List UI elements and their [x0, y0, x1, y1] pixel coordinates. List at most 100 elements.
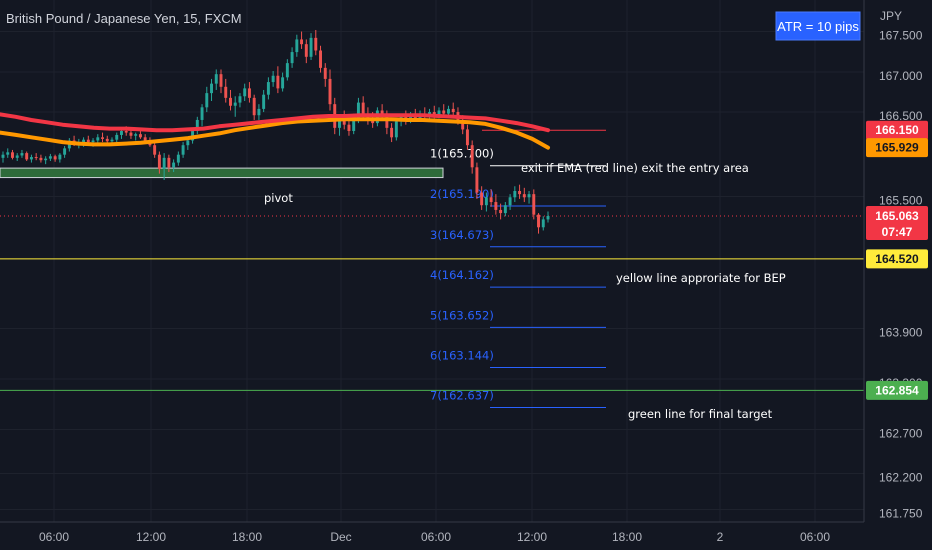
candle-body	[1, 154, 5, 158]
candle-body	[281, 77, 285, 89]
candle-body	[266, 82, 270, 95]
candle-body	[309, 37, 313, 57]
candle-body	[409, 115, 413, 120]
candle-body	[162, 157, 166, 169]
candle-body	[101, 137, 104, 139]
price-tag-label: 164.520	[875, 252, 919, 266]
candle-body	[195, 119, 199, 132]
ema-slow-line[interactable]	[0, 112, 550, 133]
candle-body	[224, 86, 228, 98]
candle-body	[295, 39, 299, 53]
grid	[0, 0, 864, 522]
candle-body	[503, 205, 507, 214]
candle-body	[25, 153, 29, 160]
annotation-text: green line for final target	[628, 407, 773, 421]
horizontal-lines	[0, 129, 864, 391]
candle-body	[342, 119, 346, 125]
target-level-label: 2(165.190)	[430, 187, 494, 201]
candle-body	[105, 138, 109, 142]
candle-body	[124, 131, 128, 133]
candle-body	[465, 129, 469, 146]
price-tag	[866, 380, 928, 400]
price-tag-label: 162.854	[875, 383, 919, 397]
candle-body	[214, 74, 218, 84]
candle-body	[15, 155, 19, 158]
x-tick-label: 18:00	[232, 530, 262, 544]
candle-body	[48, 156, 52, 159]
target-level-label: 5(163.652)	[430, 308, 494, 322]
chart-title: British Pound / Japanese Yen, 15, FXCM	[6, 11, 242, 26]
countdown-label: 07:47	[882, 225, 913, 239]
atr-badge[interactable]	[775, 11, 861, 41]
candles	[1, 29, 550, 234]
candle-body	[186, 140, 190, 146]
candle-body	[167, 157, 171, 168]
candle-body	[11, 152, 14, 158]
candle-body	[229, 97, 232, 106]
candle-body	[271, 75, 275, 83]
candle-body	[518, 190, 522, 195]
candle-body	[352, 118, 356, 132]
candle-body	[219, 74, 223, 87]
candle-body	[475, 167, 479, 193]
y-tick-label: 167.000	[879, 69, 923, 83]
ema-lines	[0, 112, 550, 150]
candle-body	[541, 219, 545, 228]
y-tick-label: 162.200	[879, 471, 923, 485]
pivot-label: pivot	[264, 191, 293, 205]
candle-body	[63, 148, 67, 155]
price-tags: 166.150 165.929 165.063 07:47 164.520 162.854	[866, 120, 928, 400]
price-tag-label: 166.150	[875, 123, 919, 137]
candle-body	[129, 132, 133, 136]
candle-body	[153, 145, 157, 155]
target-level-label: 3(164.673)	[430, 228, 494, 242]
candle-body	[432, 112, 436, 116]
candle-body	[34, 157, 38, 159]
candle-body	[257, 108, 261, 116]
annotations: exit if EMA (red line) exit the entry ar…	[521, 161, 786, 421]
candle-body	[442, 110, 446, 114]
x-tick-label: 18:00	[612, 530, 642, 544]
x-tick-label: 06:00	[421, 530, 451, 544]
x-tick-label: 06:00	[800, 530, 830, 544]
candle-body	[338, 119, 341, 128]
annotation-text: exit if EMA (red line) exit the entry ar…	[521, 161, 749, 175]
candle-body	[86, 139, 90, 143]
candle-body	[276, 75, 280, 89]
y-tick-label: 167.500	[879, 29, 923, 43]
price-tag	[866, 138, 928, 158]
candle-body	[361, 102, 365, 114]
price-tag	[866, 120, 928, 140]
candle-body	[110, 139, 114, 142]
candle-body	[176, 154, 180, 163]
candle-body	[537, 214, 540, 228]
candle-body	[200, 107, 204, 120]
y-tick-label: 165.500	[879, 194, 923, 208]
candle-body	[347, 124, 351, 132]
candle-body	[172, 162, 176, 168]
candle-body	[304, 44, 308, 57]
candle-body	[20, 153, 24, 156]
time-axis-panel[interactable]	[0, 522, 932, 550]
candle-body	[484, 197, 488, 206]
candle-body	[243, 88, 247, 97]
x-ticks: 06:00 12:00 18:00 Dec 06:00 12:00 18:00 2 06:00	[39, 530, 830, 544]
atr-badge-label: ATR = 10 pips	[777, 19, 859, 34]
candle-body	[470, 145, 474, 168]
price-tag-label: 165.063	[875, 209, 919, 223]
candle-body	[385, 115, 389, 128]
candle-body	[532, 194, 536, 215]
pivot-zone[interactable]	[0, 167, 444, 179]
candle-body	[323, 67, 327, 79]
ema-fast-line[interactable]	[0, 117, 550, 150]
candle-body	[238, 96, 242, 103]
candle-body	[252, 97, 256, 116]
candle-body	[461, 119, 465, 130]
candle-body	[494, 202, 498, 210]
target-level-label: 6(163.144)	[430, 348, 494, 362]
candle-body	[205, 93, 209, 108]
candle-body	[210, 83, 213, 94]
candle-body	[522, 194, 526, 198]
candle-body	[447, 108, 450, 114]
